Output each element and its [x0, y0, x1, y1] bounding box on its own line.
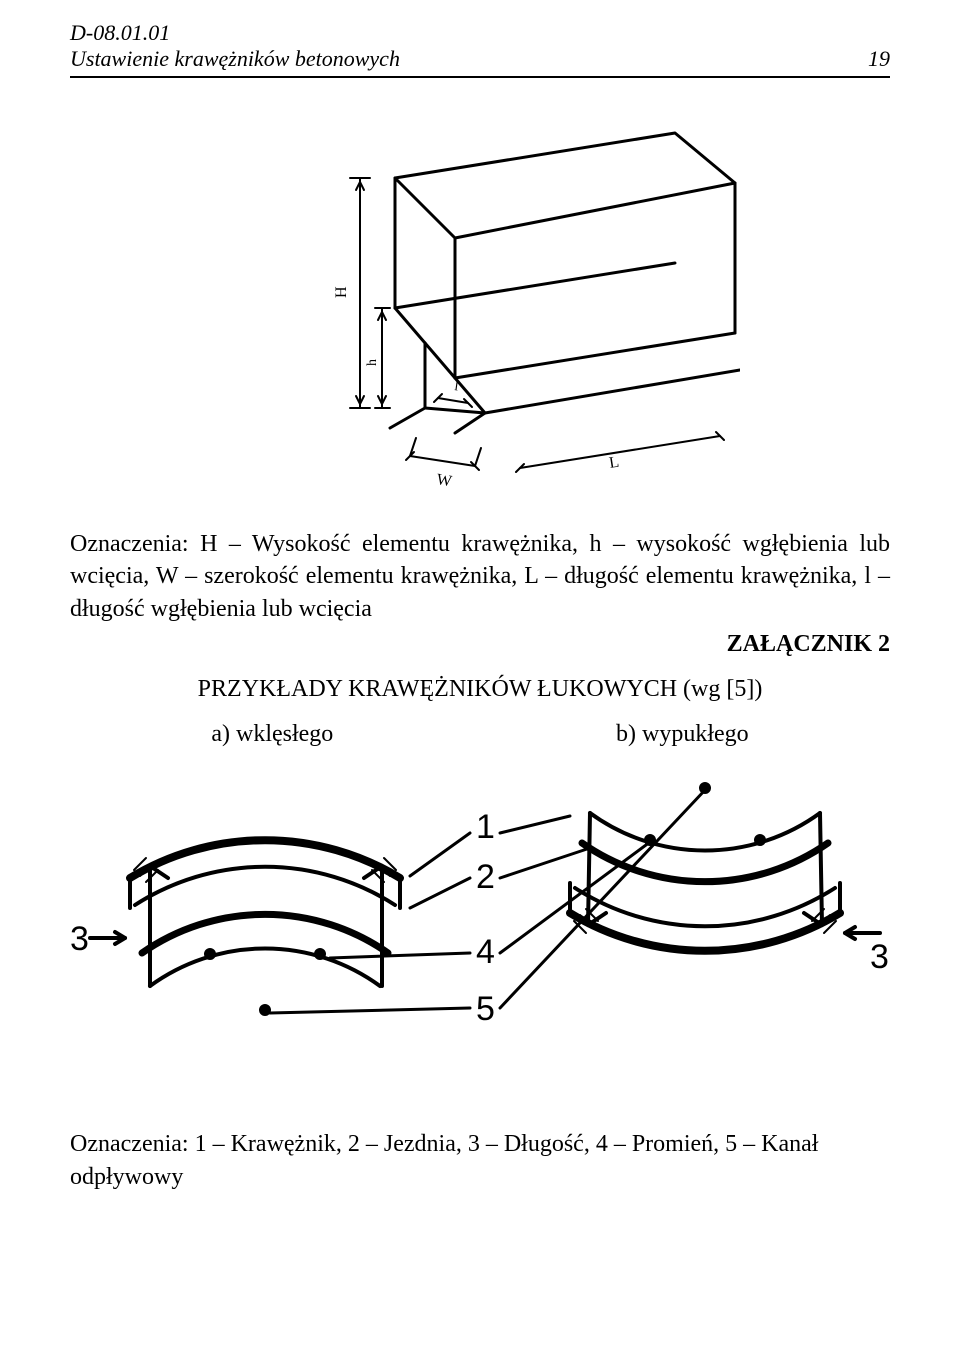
doc-title: Ustawienie krawężników betonowych: [70, 46, 400, 72]
label-b: b) wypukłego: [616, 721, 749, 748]
page-header: D-08.01.01 Ustawienie krawężników betono…: [70, 20, 890, 72]
callout-3-right: 3: [870, 938, 889, 976]
notation-2: Oznaczenia: 1 – Krawężnik, 2 – Jezdnia, …: [70, 1128, 890, 1193]
callout-5: 5: [476, 990, 495, 1028]
label-a: a) wklęsłego: [211, 721, 333, 748]
notation-prefix-2: Oznaczenia:: [70, 1131, 189, 1157]
doc-code: D-08.01.01: [70, 20, 400, 46]
dim-label-W: W: [435, 471, 453, 490]
notation-text-1: H – Wysokość elementu krawężnika, h – wy…: [70, 531, 890, 622]
ab-row: a) wklęsłego b) wypukłego: [70, 721, 890, 748]
notation-1: Oznaczenia: H – Wysokość elementu krawęż…: [70, 528, 890, 625]
figure-curb-isometric: H h l W L: [220, 108, 740, 498]
notation-prefix-1: Oznaczenia:: [70, 531, 189, 557]
figure-arc-curbs: 1 2 4 5 3 3: [70, 758, 890, 1088]
dim-label-H: H: [333, 286, 350, 298]
callout-1: 1: [476, 808, 495, 846]
callout-4: 4: [476, 933, 495, 971]
callout-3-left: 3: [70, 920, 89, 958]
dim-label-l: l: [453, 379, 459, 394]
dim-label-L: L: [608, 454, 620, 472]
header-rule: [70, 76, 890, 78]
callout-2: 2: [476, 858, 495, 896]
attachment-heading: ZAŁĄCZNIK 2: [70, 631, 890, 658]
examples-subtitle: PRZYKŁADY KRAWĘŻNIKÓW ŁUKOWYCH (wg [5]): [70, 676, 890, 703]
header-left: D-08.01.01 Ustawienie krawężników betono…: [70, 20, 400, 72]
page-number: 19: [868, 46, 890, 72]
dim-label-h: h: [365, 359, 380, 366]
